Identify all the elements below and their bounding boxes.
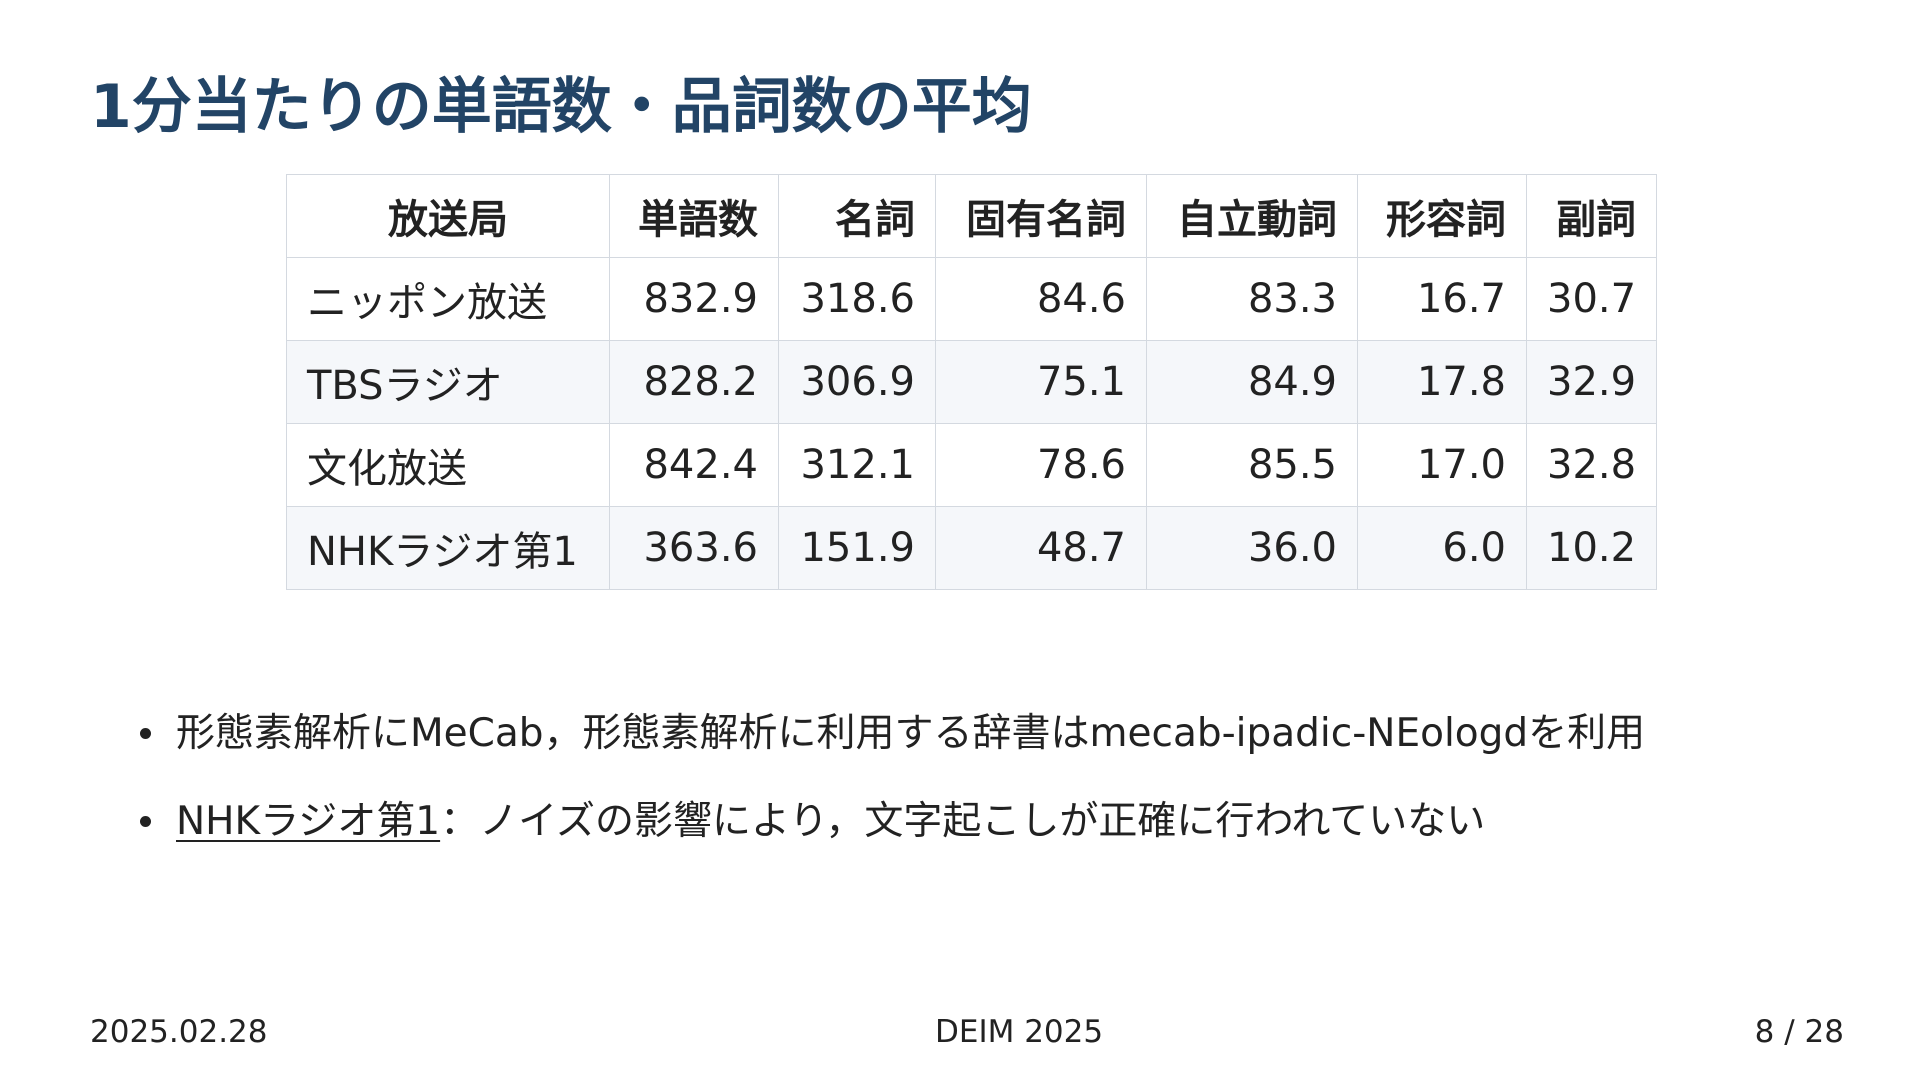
list-item: 形態素解析にMeCab，形態素解析に利用する辞書はmecab-ipadic-NE… [134, 700, 1645, 788]
notes-list: 形態素解析にMeCab，形態素解析に利用する辞書はmecab-ipadic-NE… [134, 700, 1645, 876]
header-adverb: 副詞 [1525, 174, 1658, 258]
table-header-row: 放送局 単語数 名詞 固有名詞 自立動詞 形容詞 副詞 [286, 174, 1658, 258]
note-text-noise: ：ノイズの影響により，文字起こしが正確に行われていない [440, 799, 1486, 844]
cell-adjective: 6.0 [1357, 506, 1527, 590]
pos-stats-table-container: 放送局 単語数 名詞 固有名詞 自立動詞 形容詞 副詞 ニッポン放送 832.9… [286, 174, 1658, 590]
cell-adverb: 32.9 [1525, 340, 1658, 424]
header-noun: 名詞 [778, 174, 936, 258]
slide-title: 1分当たりの単語数・品詞数の平均 [90, 72, 1032, 142]
header-word-count: 単語数 [609, 174, 779, 258]
cell-verb: 85.5 [1146, 423, 1358, 507]
list-item: NHKラジオ第1：ノイズの影響により，文字起こしが正確に行われていない [134, 788, 1645, 876]
nhk-link[interactable]: NHKラジオ第1 [176, 799, 441, 844]
footer-page-number: 8 / 28 [1754, 1014, 1844, 1050]
cell-adjective: 17.0 [1357, 423, 1527, 507]
footer-date: 2025.02.28 [90, 1014, 268, 1050]
cell-adverb: 10.2 [1525, 506, 1658, 590]
table-row: NHKラジオ第1 363.6 151.9 48.7 36.0 6.0 10.2 [286, 506, 1658, 590]
footer-conference: DEIM 2025 [935, 1014, 1104, 1050]
header-proper-noun: 固有名詞 [935, 174, 1147, 258]
cell-adjective: 17.8 [1357, 340, 1527, 424]
cell-adjective: 16.7 [1357, 257, 1527, 341]
header-verb: 自立動詞 [1146, 174, 1358, 258]
pos-stats-table: 放送局 単語数 名詞 固有名詞 自立動詞 形容詞 副詞 ニッポン放送 832.9… [286, 174, 1658, 590]
cell-station: ニッポン放送 [286, 257, 610, 341]
header-station: 放送局 [286, 174, 610, 258]
cell-verb: 36.0 [1146, 506, 1358, 590]
cell-proper-noun: 78.6 [935, 423, 1147, 507]
cell-station: TBSラジオ [286, 340, 610, 424]
cell-verb: 83.3 [1146, 257, 1358, 341]
cell-noun: 306.9 [778, 340, 936, 424]
cell-word-count: 832.9 [609, 257, 779, 341]
header-adjective: 形容詞 [1357, 174, 1527, 258]
bullet-dot-icon [140, 816, 151, 827]
table-row: ニッポン放送 832.9 318.6 84.6 83.3 16.7 30.7 [286, 257, 1658, 341]
cell-word-count: 842.4 [609, 423, 779, 507]
bullet-dot-icon [140, 728, 151, 739]
cell-word-count: 828.2 [609, 340, 779, 424]
cell-noun: 312.1 [778, 423, 936, 507]
table-row: TBSラジオ 828.2 306.9 75.1 84.9 17.8 32.9 [286, 340, 1658, 424]
cell-verb: 84.9 [1146, 340, 1358, 424]
cell-word-count: 363.6 [609, 506, 779, 590]
cell-noun: 318.6 [778, 257, 936, 341]
note-text-mecab: 形態素解析にMeCab，形態素解析に利用する辞書はmecab-ipadic-NE… [176, 711, 1646, 756]
cell-adverb: 30.7 [1525, 257, 1658, 341]
cell-noun: 151.9 [778, 506, 936, 590]
cell-proper-noun: 75.1 [935, 340, 1147, 424]
cell-adverb: 32.8 [1525, 423, 1658, 507]
table-row: 文化放送 842.4 312.1 78.6 85.5 17.0 32.8 [286, 423, 1658, 507]
cell-proper-noun: 84.6 [935, 257, 1147, 341]
cell-station: 文化放送 [286, 423, 610, 507]
cell-proper-noun: 48.7 [935, 506, 1147, 590]
cell-station: NHKラジオ第1 [286, 506, 610, 590]
